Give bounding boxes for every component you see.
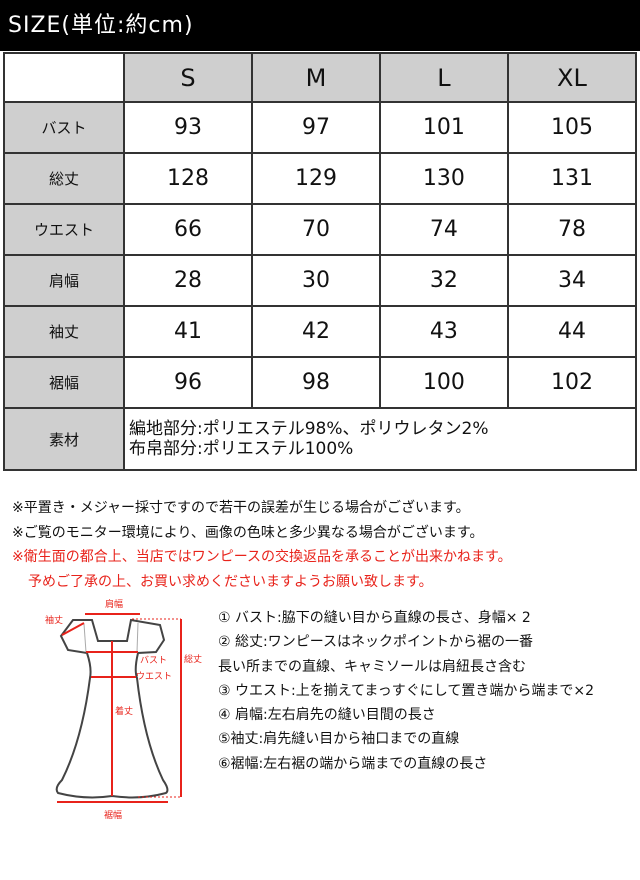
size-value: 97 (250, 101, 381, 154)
label-shoulder: 肩幅 (105, 598, 123, 610)
size-value: 28 (123, 254, 253, 307)
size-value: 129 (250, 152, 381, 205)
size-value: 102 (506, 356, 638, 409)
measurement-legend: ① バスト:脇下の縫い目から直線の長さ、身幅× 2 ② 総丈:ワンピースはネック… (218, 606, 594, 776)
col-header: S (123, 52, 253, 103)
label-waist: ウエスト (136, 671, 172, 682)
legend-item: ① バスト:脇下の縫い目から直線の長さ、身幅× 2 (218, 610, 531, 626)
size-value: 93 (123, 101, 253, 154)
legend-item: ③ ウエスト:上を揃えてまっすぐにして置き端から端まで×2 (218, 682, 594, 699)
size-table: S M L XL バスト 93 97 101 105 総丈 128 129 130 131 ウエスト… (3, 52, 638, 471)
size-value: 78 (506, 203, 638, 256)
row-label: 総丈 (3, 152, 125, 205)
material-label: 素材 (3, 407, 125, 471)
size-value: 105 (506, 101, 638, 154)
size-value: 101 (378, 101, 509, 154)
empty-corner (3, 52, 125, 103)
sleeve-seam (136, 622, 139, 653)
legend-item: ⑤袖丈:肩先縫い目から袖口までの直線 (218, 731, 460, 748)
size-value: 30 (250, 254, 381, 307)
row-label: 裾幅 (3, 356, 125, 409)
sleeve-line (61, 622, 85, 636)
table-row: バスト 93 97 101 105 (3, 101, 638, 154)
col-header: XL (506, 52, 638, 103)
size-value: 98 (250, 356, 381, 409)
size-value: 130 (378, 152, 509, 205)
table-row: 総丈 128 129 130 131 (3, 152, 638, 205)
label-hem: 裾幅 (104, 809, 122, 821)
size-value: 34 (506, 254, 638, 307)
row-label: バスト (3, 101, 125, 154)
material-cell: 編地部分:ポリエステル98%、ポリウレタン2% 布帛部分:ポリエステル100% (123, 407, 637, 471)
legend-item: ② 総丈:ワンピースはネックポイントから裾の一番 (218, 634, 534, 651)
size-value: 100 (378, 356, 509, 409)
material-line: 布帛部分:ポリエステル100% (129, 439, 354, 459)
table-row: 裾幅 96 98 100 102 (3, 356, 638, 409)
size-value: 41 (123, 305, 253, 358)
col-header: M (250, 52, 381, 103)
sleeve-seam (83, 623, 87, 653)
size-value: 42 (250, 305, 381, 358)
notes: ※平置き・メジャー採寸ですので若干の誤差が生じる場合がございます。 ※ご覧のモニ… (12, 496, 512, 594)
material-line: 編地部分:ポリエステル98%、ポリウレタン2% (129, 419, 489, 439)
size-value: 74 (378, 203, 509, 256)
dress-outline (55, 618, 169, 799)
label-bust: バスト (140, 655, 167, 666)
size-value: 70 (250, 203, 381, 256)
legend-item: ⑥裾幅:左右裾の端から端までの直線の長さ (218, 755, 488, 772)
dress-diagram: 肩幅 袖丈 バスト ウエスト 着丈 総丈 裾幅 (45, 598, 202, 821)
header-row: S M L XL (3, 52, 638, 103)
size-title: SIZE(単位:約cm) (0, 0, 640, 51)
legend-item: 長い所までの直線、キャミソールは肩紐長さ含む (218, 658, 526, 675)
label-total: 総丈 (184, 653, 202, 665)
size-value: 96 (123, 356, 253, 409)
label-length: 着丈 (115, 705, 133, 717)
size-value: 128 (123, 152, 253, 205)
size-value: 44 (506, 305, 638, 358)
red-note: ※衛生面の都合上、当店ではワンピースの交換返品を承ることが出来かねます。 (12, 549, 512, 565)
size-value: 43 (378, 305, 509, 358)
label-sleeve: 袖丈 (45, 614, 63, 626)
size-value: 66 (123, 203, 253, 256)
table-row: 肩幅 28 30 32 34 (3, 254, 638, 307)
material-row: 素材 編地部分:ポリエステル98%、ポリウレタン2% 布帛部分:ポリエステル10… (3, 407, 637, 471)
row-label: 肩幅 (3, 254, 125, 307)
row-label: ウエスト (3, 203, 125, 256)
size-value: 32 (378, 254, 509, 307)
table-row: 袖丈 41 42 43 44 (3, 305, 638, 358)
note: ※平置き・メジャー採寸ですので若干の誤差が生じる場合がございます。 (12, 500, 470, 516)
col-header: L (378, 52, 509, 103)
table-row: ウエスト 66 70 74 78 (3, 203, 638, 256)
row-label: 袖丈 (3, 305, 125, 358)
legend-item: ④ 肩幅:左右肩先の縫い目間の長さ (218, 707, 436, 724)
red-note: 予めご了承の上、お買い求めくださいますようお願い致します。 (28, 573, 433, 590)
note: ※ご覧のモニター環境により、画像の色味と多少異なる場合がございます。 (12, 524, 484, 541)
size-value: 131 (506, 152, 638, 205)
